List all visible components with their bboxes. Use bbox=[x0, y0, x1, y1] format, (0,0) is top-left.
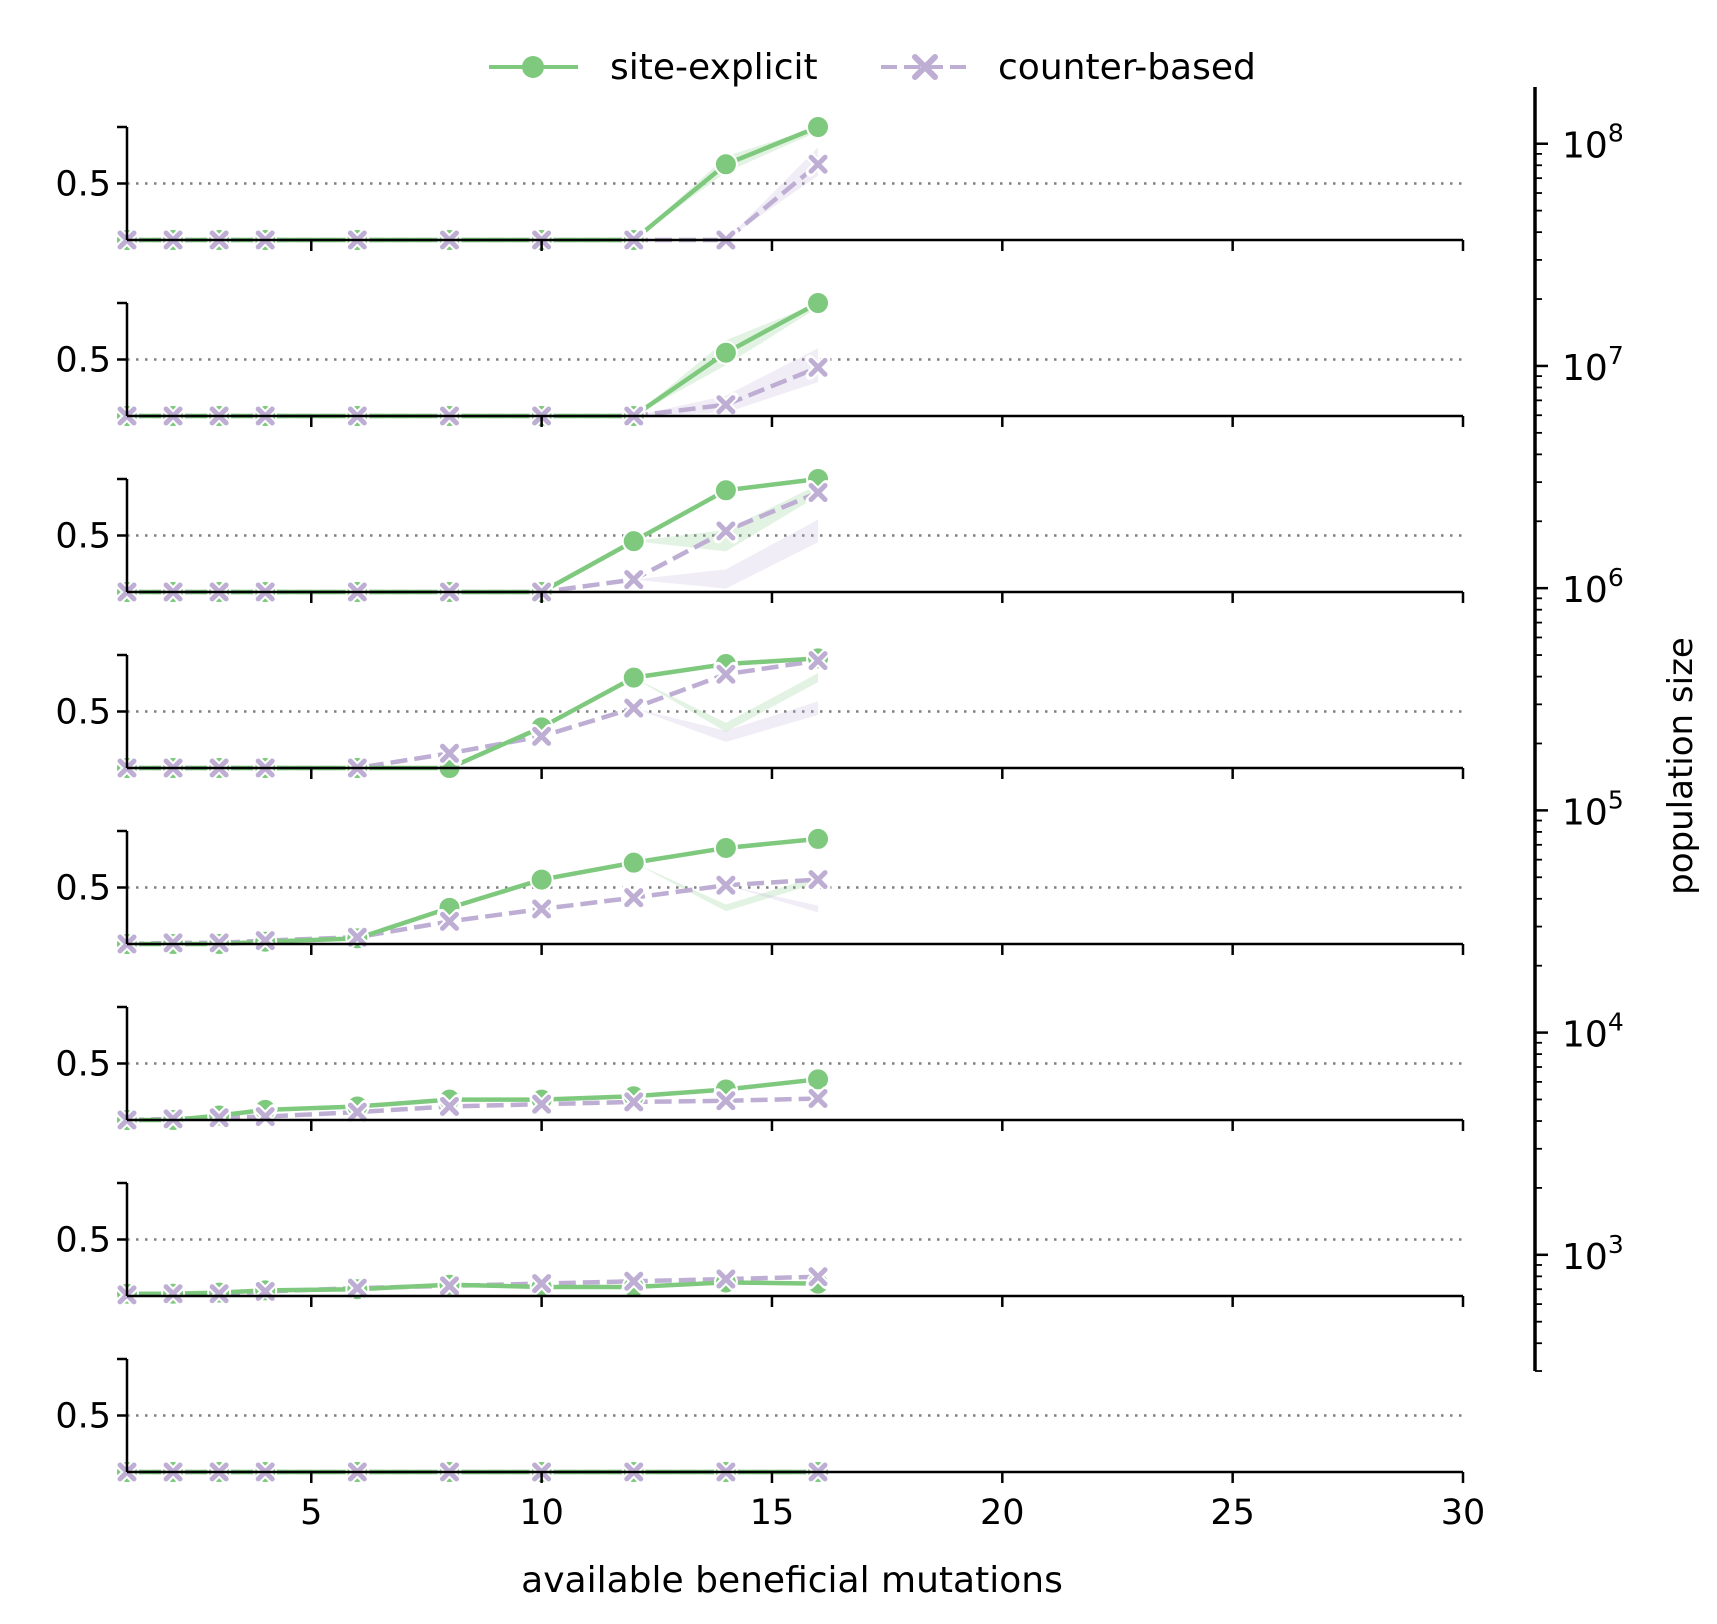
counter-based-point bbox=[529, 1271, 555, 1297]
x-tick-label: 15 bbox=[750, 1493, 795, 1533]
counter-based-point bbox=[805, 648, 831, 674]
x-axis-label: available beneficial mutations bbox=[521, 1560, 1063, 1601]
counter-based-point bbox=[252, 928, 278, 954]
counter-based-ci-band bbox=[633, 519, 819, 589]
counter-based-point bbox=[160, 1281, 186, 1307]
counter-based-point bbox=[713, 872, 739, 898]
panel-5: 0.5 bbox=[55, 826, 1465, 957]
y-tick-label: 0.5 bbox=[55, 1221, 111, 1261]
population-size-tick-label: 107 bbox=[1562, 341, 1624, 389]
population-size-tick-label: 103 bbox=[1562, 1230, 1624, 1278]
counter-based-point bbox=[621, 1089, 647, 1115]
counter-based-line bbox=[127, 658, 819, 771]
counter-based-point bbox=[805, 480, 831, 506]
counter-based-point bbox=[805, 867, 831, 893]
y-tick-label: 0.5 bbox=[55, 693, 111, 733]
legend: site-explicit counter-based bbox=[489, 47, 1256, 88]
x-tick-label: 25 bbox=[1210, 1493, 1255, 1533]
counter-based-point bbox=[621, 1268, 647, 1294]
site-explicit-point bbox=[713, 478, 738, 503]
site-explicit-point bbox=[529, 867, 554, 892]
counter-based-point bbox=[805, 151, 831, 177]
y-tick-label: 0.5 bbox=[55, 869, 111, 909]
y-tick-label: 0.5 bbox=[55, 517, 111, 557]
legend-counter-based-label: counter-based bbox=[998, 47, 1256, 88]
counter-based-point bbox=[713, 518, 739, 544]
counter-based-point bbox=[529, 1091, 555, 1117]
counter-based-ci-band bbox=[725, 885, 819, 913]
population-size-tick-label: 108 bbox=[1562, 119, 1624, 167]
site-explicit-point bbox=[806, 115, 831, 139]
counter-based-point bbox=[344, 924, 370, 950]
x-tick-label: 5 bbox=[300, 1493, 322, 1533]
counter-based-point bbox=[805, 1086, 831, 1112]
panel-7: 0.5 bbox=[55, 1181, 1465, 1308]
counter-based-point bbox=[713, 1266, 739, 1292]
site-explicit-line bbox=[127, 1280, 819, 1296]
counter-based-point bbox=[529, 896, 555, 922]
panel-2: 0.5 bbox=[55, 291, 1465, 429]
site-explicit-point bbox=[621, 850, 646, 875]
counter-based-point bbox=[621, 567, 647, 593]
population-size-tick-label: 104 bbox=[1562, 1008, 1624, 1056]
counter-based-line bbox=[126, 1096, 819, 1123]
counter-based-point bbox=[436, 1273, 462, 1299]
counter-based-point bbox=[252, 1104, 278, 1130]
site-explicit-ci-band bbox=[633, 127, 819, 240]
panel-4: 0.5 bbox=[55, 646, 1465, 781]
legend-site-explicit-marker bbox=[522, 56, 544, 78]
panel-8: 0.5 bbox=[55, 1357, 1465, 1485]
counter-based-point bbox=[713, 661, 739, 687]
counter-based-point bbox=[621, 885, 647, 911]
counter-based-ci-band bbox=[725, 147, 819, 240]
counter-based-point bbox=[344, 1099, 370, 1125]
population-size-axis: 103 104 105 106 107 108 bbox=[1533, 87, 1624, 1372]
counter-based-point bbox=[805, 1264, 831, 1290]
counter-based-point bbox=[713, 1088, 739, 1114]
counter-based-point bbox=[436, 908, 462, 934]
counter-based-point bbox=[621, 695, 647, 721]
counter-based-line bbox=[126, 877, 819, 947]
x-axis: 5 10 15 20 25 30 bbox=[300, 1493, 1485, 1533]
panel-1: 0.5 bbox=[55, 115, 1465, 253]
legend-site-explicit-label: site-explicit bbox=[610, 47, 818, 88]
site-explicit-point bbox=[713, 152, 738, 177]
y-tick-label: 0.5 bbox=[55, 165, 111, 205]
counter-based-point bbox=[713, 392, 739, 418]
x-tick-label: 20 bbox=[980, 1493, 1025, 1533]
counter-based-point bbox=[529, 723, 555, 749]
y-tick-label: 0.5 bbox=[55, 1397, 111, 1437]
population-size-label: population size bbox=[1661, 637, 1701, 895]
site-explicit-point bbox=[621, 665, 646, 690]
panels: 0.5 0.5 0.5 0.5 0.5 0.5 0.5 0.5 bbox=[55, 115, 1465, 1485]
counter-based-point bbox=[436, 740, 462, 766]
population-size-tick-label: 106 bbox=[1562, 563, 1624, 611]
site-explicit-ci-band bbox=[633, 484, 819, 552]
counter-based-point bbox=[805, 354, 831, 380]
counter-based-point bbox=[206, 1105, 232, 1131]
site-explicit-point bbox=[621, 529, 646, 554]
site-explicit-point bbox=[806, 1067, 831, 1092]
counter-based-point bbox=[344, 1275, 370, 1301]
y-tick-label: 0.5 bbox=[55, 1045, 111, 1085]
site-explicit-point bbox=[713, 835, 738, 860]
counter-based-ci-band bbox=[633, 701, 819, 743]
site-explicit-line bbox=[127, 1077, 819, 1123]
x-tick-label: 30 bbox=[1441, 1493, 1486, 1533]
site-explicit-point bbox=[806, 826, 831, 851]
y-tick-label: 0.5 bbox=[55, 341, 111, 381]
site-explicit-line bbox=[127, 656, 819, 771]
x-tick-label: 10 bbox=[519, 1493, 564, 1533]
panel-6: 0.5 bbox=[55, 1005, 1465, 1133]
legend-counter-based-marker bbox=[912, 54, 938, 80]
population-size-tick-label: 105 bbox=[1562, 785, 1624, 833]
counter-based-point bbox=[206, 1281, 232, 1307]
counter-based-point bbox=[436, 1093, 462, 1119]
site-explicit-point bbox=[713, 340, 738, 365]
panel-3: 0.5 bbox=[55, 467, 1465, 605]
site-explicit-point bbox=[806, 291, 831, 315]
